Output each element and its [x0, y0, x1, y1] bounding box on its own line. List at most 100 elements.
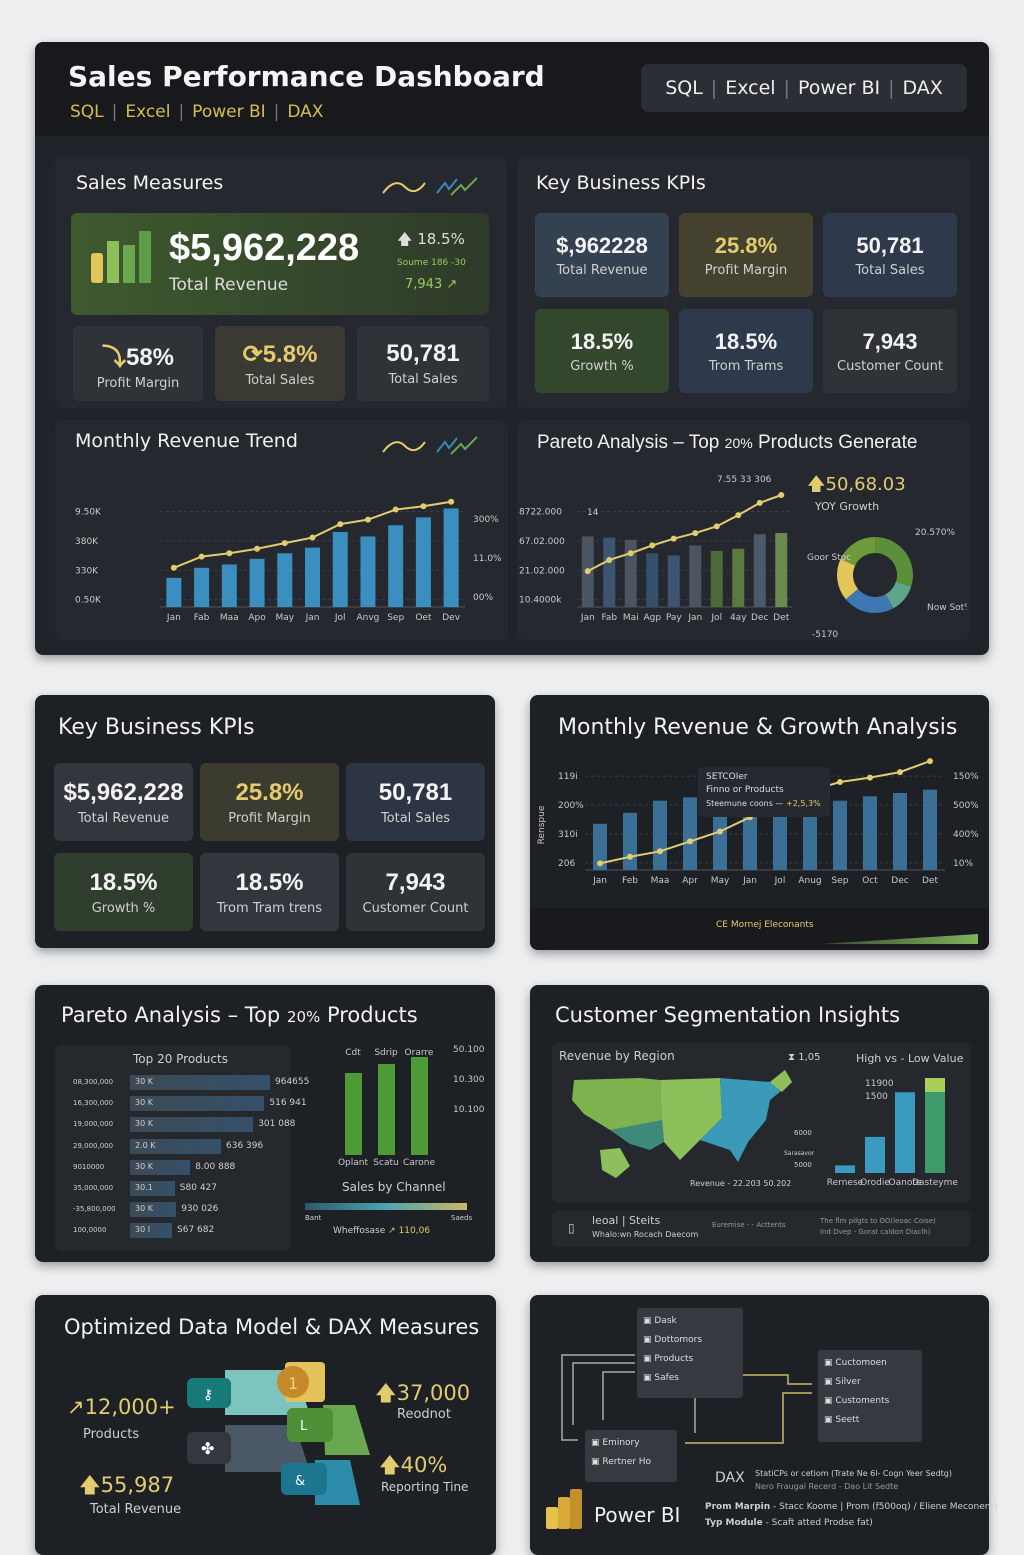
line-point [281, 540, 288, 547]
map-region-west[interactable] [572, 1078, 662, 1132]
map-region-east[interactable] [700, 1070, 792, 1162]
pill-sql[interactable]: SQL [665, 77, 703, 99]
tile-total-sales-pct[interactable]: ⟳5.8% Total Sales [215, 326, 345, 401]
kpi-tile[interactable]: 18.5% Trom Trams [679, 309, 813, 393]
us-map[interactable] [570, 1070, 800, 1180]
line-point [897, 769, 903, 776]
kpi-tile[interactable]: 25.8% Profit Margin [679, 213, 813, 297]
list-title: Top 20 Products [133, 1052, 228, 1066]
total-revenue-hero[interactable]: $5,962,228 Total Revenue 🡅 18.5% Soume 1… [71, 213, 489, 315]
map-scale-2: Sarasavor [784, 1150, 815, 1157]
key-icon [187, 1378, 231, 1408]
donut-slice [837, 558, 859, 600]
product-bar[interactable] [130, 1117, 254, 1133]
line-point [584, 568, 591, 575]
kpi-tile[interactable]: 7,943 Customer Count [823, 309, 957, 393]
donut-slice [885, 581, 912, 609]
donut-slice [845, 589, 894, 613]
model-table[interactable]: ▣ Cuctomoen ▣ Silver ▣ Customents ▣ Seett [818, 1350, 922, 1442]
table-field[interactable]: ▣ Products [643, 1350, 737, 1369]
bar-value: 964655 [275, 1077, 310, 1087]
product-bar[interactable] [130, 1223, 172, 1239]
measure-name: Prom Marpin [705, 1502, 771, 1512]
kpi-tile[interactable]: 18.5% Growth % [535, 309, 669, 393]
channel-label: Cdt [345, 1048, 361, 1058]
line-point [778, 492, 785, 498]
pill-excel[interactable]: Excel [725, 77, 776, 99]
x-tick-label: Fab [194, 613, 210, 623]
product-bar[interactable] [130, 1096, 265, 1112]
y-tick-label: 0.50K [75, 596, 102, 606]
table-field[interactable]: ▣ Rertner Ho [591, 1453, 671, 1472]
field-icon: ▣ [824, 1415, 836, 1425]
tile-label: Profit Margin [96, 375, 180, 391]
segment-footer[interactable]: ▯ leoal | Steits Whalo:wn Rocach Daecom … [552, 1211, 970, 1247]
map-region-central[interactable] [660, 1078, 722, 1160]
channel-y-tick: 10.300% [453, 1075, 485, 1085]
kpi-tile[interactable]: $5,962,228 Total Revenue [54, 763, 193, 841]
product-bar[interactable] [130, 1159, 191, 1175]
line-point [713, 523, 720, 530]
title-rest: Products [326, 1003, 418, 1027]
channel-x-label: Scatu [373, 1158, 398, 1168]
segment-label: Orodie [860, 1178, 890, 1188]
row-axis-label: 35,000,000 [73, 1184, 114, 1192]
kpi-tile[interactable]: $,962228 Total Revenue [535, 213, 669, 297]
bar [194, 567, 210, 607]
kpi-label: Customer Count [837, 358, 943, 374]
model-table[interactable]: ▣ Dask ▣ Dottomors ▣ Products ▣ Safes [637, 1308, 743, 1398]
pill-powerbi[interactable]: Power BI [797, 77, 881, 99]
kpi-tile[interactable]: 7,943 Customer Count [346, 853, 485, 931]
x-tick-label: Jan [305, 613, 320, 623]
refresh-icon: ⟳ [242, 340, 263, 368]
table-field[interactable]: ▣ Silver [824, 1373, 916, 1392]
channel-gradient-bar[interactable] [305, 1203, 467, 1210]
map-alaska[interactable] [600, 1148, 630, 1178]
table-field[interactable]: ▣ Safes [643, 1369, 737, 1388]
count-indicator: 7,943 ↗ [405, 277, 457, 292]
product-bar[interactable] [130, 1075, 270, 1090]
x-tick-label: Sep [387, 613, 404, 623]
table-field[interactable]: ▣ Seett [824, 1411, 916, 1430]
bar [388, 525, 404, 607]
segment-tick: 1500 [865, 1092, 888, 1102]
bar-tag: 30 I [135, 1225, 151, 1235]
product-bar[interactable] [130, 1138, 221, 1154]
map-region-south[interactable] [610, 1120, 664, 1150]
segmentation-title: Customer Segmentation Insights [555, 1003, 901, 1027]
bar-tag: 30 K [135, 1161, 153, 1171]
sales-measures-title: Sales Measures [76, 172, 224, 194]
x-tick-label: May [275, 613, 294, 623]
field-name: Products [654, 1354, 694, 1364]
table-field[interactable]: ▣ Dottomors [643, 1331, 737, 1350]
model-table[interactable]: ▣ Eminory ▣ Rertner Ho [585, 1430, 677, 1482]
line-point [364, 516, 371, 523]
yoy-kpi: 🡅50,68.03 [807, 472, 906, 502]
kpi-tile[interactable]: 50,781 Total Sales [346, 763, 485, 841]
kpi-label: Total Revenue [77, 810, 170, 826]
tile-total-sales[interactable]: 50,781 Total Sales [357, 326, 489, 401]
bar [415, 517, 431, 607]
table-field[interactable]: ▣ Customents [824, 1392, 916, 1411]
bar [221, 564, 237, 607]
tile-profit-margin[interactable]: ⤵58% Profit Margin [73, 326, 203, 401]
pill-dax[interactable]: DAX [902, 77, 943, 99]
product-bar[interactable] [130, 1202, 177, 1218]
subtitle-tech: SQL | Excel | Power BI | DAX [70, 102, 324, 122]
kpi-tile[interactable]: 25.8% Profit Margin [200, 763, 339, 841]
product-bar[interactable] [130, 1181, 175, 1196]
kpi-tile[interactable]: 18.5% Growth % [54, 853, 193, 931]
map-caption: Revenue - 22.203 50.202 [690, 1179, 792, 1188]
kpi-tile[interactable]: 18.5% Trom Tram trens [200, 853, 339, 931]
x-tick-label: Jol [710, 613, 722, 623]
map-scale-1: 6000 [794, 1129, 812, 1137]
map-region-northeast[interactable] [770, 1070, 792, 1092]
pareto-panel: Pareto Analysis – Top 20% Products Top 2… [35, 985, 495, 1262]
table-icon: ▣ [591, 1438, 603, 1448]
total-revenue-label: Total Revenue [169, 275, 289, 295]
x-tick-label: Jol [334, 613, 346, 623]
footer-slider[interactable] [820, 934, 978, 944]
footer-label[interactable]: CE Mornej Eleconants [716, 920, 814, 930]
x-tick-label: Jan [687, 613, 702, 623]
kpi-tile[interactable]: 50,781 Total Sales [823, 213, 957, 297]
